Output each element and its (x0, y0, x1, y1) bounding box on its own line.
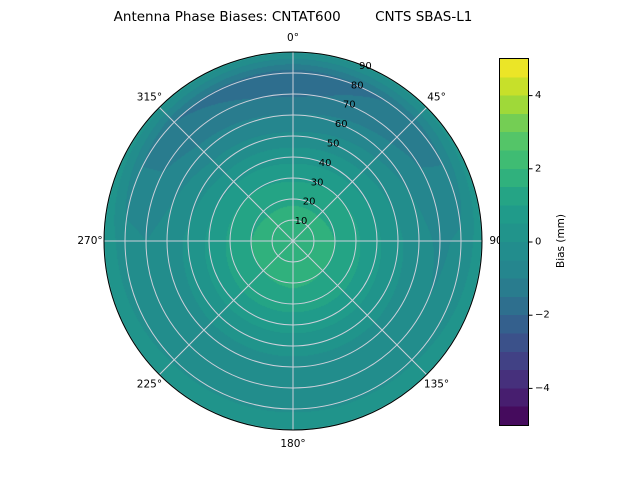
angular-tick-label: 270° (77, 235, 102, 247)
colorbar-tick-label: −2 (535, 310, 550, 321)
colorbar-tick-label: 4 (535, 90, 541, 101)
angular-tick-label: 180° (280, 438, 305, 450)
polar-contour-plot (104, 52, 482, 430)
angular-tick-label: 135° (424, 379, 449, 391)
colorbar (499, 58, 529, 426)
colorbar-tick-label: 2 (535, 163, 541, 174)
colorbar-tick-label: 0 (535, 237, 541, 248)
angular-tick-label: 45° (427, 91, 446, 103)
colorbar-tick-label: −4 (535, 383, 550, 394)
colorbar-label: Bias (mm) (555, 213, 567, 269)
chart-title: Antenna Phase Biases: CNTAT600 CNTS SBAS… (113, 9, 473, 25)
angular-tick-label: 225° (137, 379, 162, 391)
angular-tick-label: 315° (137, 91, 162, 103)
angular-tick-label: 0° (287, 32, 299, 44)
